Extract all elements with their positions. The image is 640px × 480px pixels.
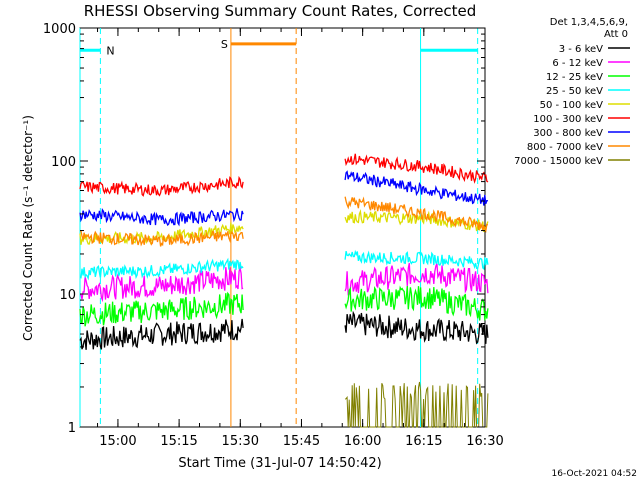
legend-label: 3 - 6 keV: [559, 44, 603, 55]
series-line: [79, 291, 244, 327]
chart-title: RHESSI Observing Summary Count Rates, Co…: [84, 2, 477, 20]
y-tick-label: 10: [59, 288, 76, 303]
night-label: N: [106, 44, 114, 57]
y-axis-label: Corrected Count Rate (s⁻¹ detector⁻¹): [21, 115, 35, 341]
series-3-6-kev: [79, 310, 489, 350]
y-tick-label: 1000: [43, 22, 76, 37]
x-tick-label: 15:00: [99, 434, 136, 449]
x-axis-label: Start Time (31-Jul-07 14:50:42): [178, 456, 381, 471]
series-group: [79, 153, 489, 428]
series-100-300-kev: [79, 153, 489, 197]
legend-header: Att 0: [604, 29, 628, 40]
series-300-800-kev: [79, 170, 488, 227]
legend-label: 100 - 300 keV: [533, 114, 603, 125]
x-tick-label: 15:15: [160, 434, 197, 449]
series-800-7000-kev: [79, 196, 488, 247]
legend-label: 800 - 7000 keV: [527, 142, 603, 153]
plot-frame: [79, 27, 486, 428]
legend-label: 50 - 100 keV: [540, 100, 604, 111]
series-line: [344, 285, 489, 321]
x-tick-label: 15:45: [283, 434, 320, 449]
saa-label: S: [221, 38, 228, 51]
series-line: [79, 318, 244, 350]
series-line: [344, 196, 488, 234]
x-tick-label: 16:15: [405, 434, 442, 449]
plot-area: [79, 27, 486, 428]
series-line: [79, 230, 244, 247]
series-line: [79, 207, 244, 227]
series-line: [344, 262, 489, 296]
series-12-25-kev: [79, 285, 489, 327]
series-line: [79, 257, 244, 281]
timestamp: 16-Oct-2021 04:52: [552, 469, 637, 479]
y-tick-label: 1: [68, 421, 76, 436]
series-line: [344, 153, 489, 184]
legend-label: 25 - 50 keV: [546, 86, 603, 97]
series-line: [344, 310, 489, 345]
series-line: [344, 170, 488, 206]
legend-label: 300 - 800 keV: [533, 128, 603, 139]
legend-header: Det 1,3,4,5,6,9,: [550, 17, 628, 28]
series-line: [79, 175, 244, 197]
legend-label: 12 - 25 keV: [546, 72, 603, 83]
legend: Det 1,3,4,5,6,9,Att 03 - 6 keV 6 - 12 keV…: [514, 17, 630, 167]
x-tick-label: 16:30: [466, 434, 503, 449]
series-line: [344, 381, 489, 428]
x-tick-label: 16:00: [344, 434, 381, 449]
x-tick-label: 15:30: [222, 434, 259, 449]
y-tick-label: 100: [51, 155, 76, 170]
series-line: [79, 222, 244, 245]
legend-label: 7000 - 15000 keV: [514, 156, 603, 167]
series-line: [79, 265, 244, 303]
axes: 15:00 15:15 15:30 15:45 16:00 16:15 16:30 1 10 10…: [43, 22, 504, 449]
series-7000-15000-kev: [344, 381, 489, 428]
series-6-12-kev: [79, 262, 489, 303]
legend-label: 6 - 12 keV: [552, 58, 603, 69]
series-line: [344, 249, 489, 271]
series-25-50-kev: [79, 249, 489, 281]
